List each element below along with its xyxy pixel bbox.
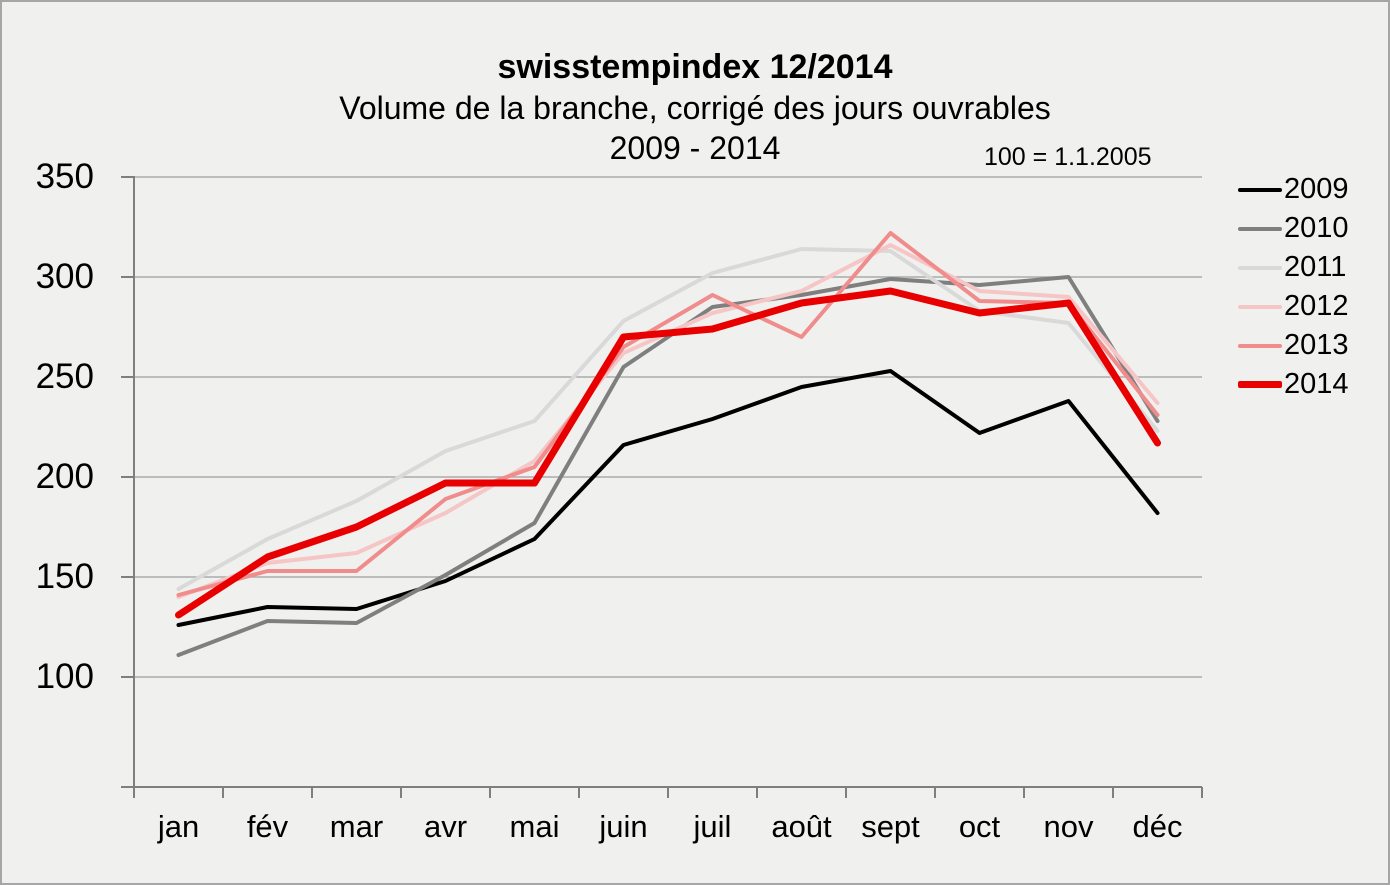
series-line-2014: [175, 287, 1161, 619]
legend-item-2012: 2012: [1238, 287, 1349, 326]
legend-item-2013: 2013: [1238, 326, 1349, 365]
legend-line-swatch-2009: [1238, 187, 1282, 192]
legend-label-2014: 2014: [1284, 368, 1349, 400]
x-axis-label-août: août: [771, 809, 832, 844]
x-axis-label-mar: mar: [329, 809, 384, 844]
series-line-2010: [176, 275, 1160, 657]
chart-title: swisstempindex 12/2014: [497, 48, 893, 86]
x-axis-label-fév: fév: [246, 809, 289, 844]
y-axis-label-250: 250: [35, 357, 94, 396]
legend-item-2014: 2014: [1238, 365, 1349, 404]
x-axis-label-oct: oct: [958, 809, 1001, 844]
legend-label-2009: 2009: [1284, 173, 1349, 205]
legend-item-2009: 2009: [1238, 170, 1349, 209]
x-axis-label-mai: mai: [509, 809, 560, 844]
index-base-note: 100 = 1.1.2005: [984, 143, 1152, 171]
x-axis-label-juin: juin: [599, 809, 648, 844]
legend-label-2013: 2013: [1284, 329, 1349, 361]
legend-line-swatch-2011: [1238, 265, 1282, 270]
legend-line-swatch-2013: [1238, 343, 1282, 348]
series-line-2013: [176, 231, 1160, 597]
y-axis-label-350: 350: [35, 157, 94, 196]
x-axis-label-sept: sept: [861, 809, 920, 844]
x-axis-label-juil: juil: [693, 809, 732, 844]
y-axis-label-150: 150: [35, 557, 94, 596]
chart-title-block: swisstempindex 12/2014 Volume de la bran…: [2, 46, 1388, 168]
y-axis-label-100: 100: [35, 657, 94, 696]
legend-label-2010: 2010: [1284, 212, 1349, 244]
series-line-2009: [176, 369, 1160, 627]
x-axis-label-jan: jan: [157, 809, 200, 844]
y-axis-label-200: 200: [35, 457, 94, 496]
chart-legend: 2009 2010 2011 2012 2013 2014: [1238, 170, 1349, 404]
legend-line-swatch-2010: [1238, 226, 1282, 231]
legend-label-2011: 2011: [1284, 251, 1347, 283]
legend-item-2010: 2010: [1238, 209, 1349, 248]
legend-line-swatch-2012: [1238, 304, 1282, 309]
legend-label-2012: 2012: [1284, 290, 1349, 322]
x-axis-label-déc: déc: [1132, 809, 1183, 844]
y-axis-label-300: 300: [35, 257, 94, 296]
chart-period: 2009 - 2014: [609, 130, 781, 166]
legend-item-2011: 2011: [1238, 248, 1349, 287]
x-axis-label-nov: nov: [1043, 809, 1094, 844]
legend-line-swatch-2014: [1238, 381, 1282, 388]
chart-subtitle: Volume de la branche, corrigé des jours …: [339, 90, 1051, 126]
x-axis-label-avr: avr: [423, 809, 468, 844]
